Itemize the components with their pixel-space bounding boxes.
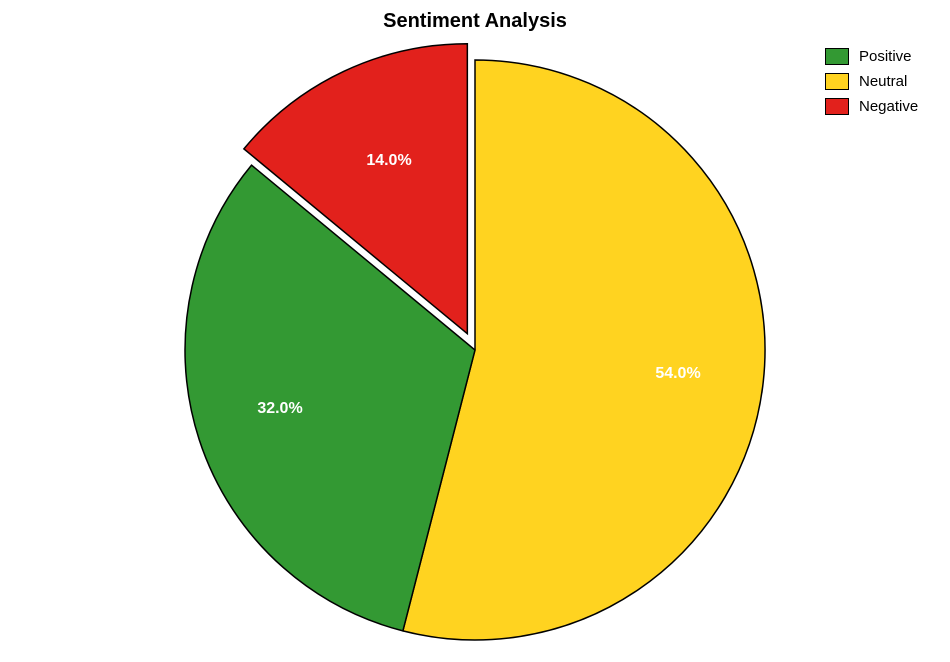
legend-swatch-positive [825, 48, 849, 65]
legend-item-positive: Positive [825, 48, 918, 65]
sentiment-pie-chart: Sentiment Analysis PositiveNeutralNegati… [0, 0, 950, 662]
legend-swatch-neutral [825, 73, 849, 90]
legend-swatch-negative [825, 98, 849, 115]
legend-item-neutral: Neutral [825, 73, 918, 90]
legend-label: Positive [859, 49, 912, 64]
legend: Positive Neutral Negative [825, 48, 918, 115]
pie-svg [0, 0, 950, 662]
legend-item-negative: Negative [825, 98, 918, 115]
legend-label: Negative [859, 99, 918, 114]
legend-label: Neutral [859, 74, 907, 89]
